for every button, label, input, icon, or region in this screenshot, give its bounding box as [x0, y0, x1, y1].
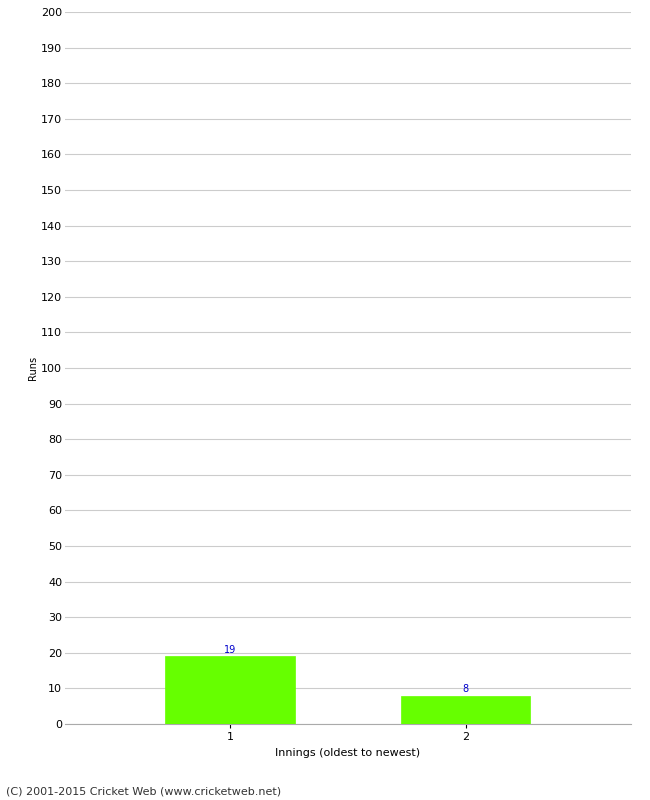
Text: 19: 19 — [224, 645, 236, 654]
X-axis label: Innings (oldest to newest): Innings (oldest to newest) — [275, 748, 421, 758]
Bar — [401, 695, 530, 724]
Text: 8: 8 — [463, 684, 469, 694]
Bar — [165, 656, 294, 724]
Y-axis label: Runs: Runs — [29, 356, 38, 380]
Text: (C) 2001-2015 Cricket Web (www.cricketweb.net): (C) 2001-2015 Cricket Web (www.cricketwe… — [6, 786, 281, 796]
